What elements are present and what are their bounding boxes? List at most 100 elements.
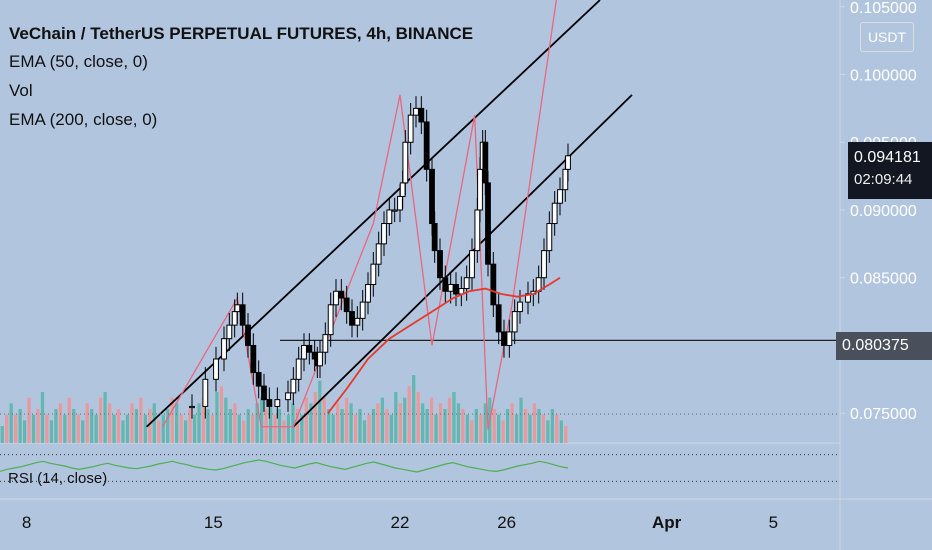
horizontal-level-badge: 0.080375 [836,332,932,360]
candle-body [482,141,489,184]
volume-bar [318,380,322,443]
volume-bar [40,392,45,443]
volume-bar [192,414,197,443]
currency-button[interactable]: USDT [860,22,914,52]
trendline-lower [292,94,633,428]
last-price-value: 0.094181 [854,149,921,166]
volume-bar [300,414,304,443]
volume-bar [497,414,501,443]
ema-line [327,276,561,414]
time-tick-label: 15 [204,513,223,532]
candle-body [231,311,238,326]
rsi-label[interactable]: RSI (14, close) [8,470,108,487]
volume-bar [389,414,393,443]
volume-bar [421,403,425,443]
candle-body [234,304,241,313]
volume-bar [228,409,232,443]
volume-bars [0,375,568,443]
volume-bar [443,409,447,443]
volume-bar [121,420,125,443]
volume-bar [125,414,130,443]
volume-bar [103,392,107,443]
candle-body [517,301,523,313]
candle-body [490,263,497,306]
volume-bar [98,397,103,443]
volume-bar [206,409,210,443]
volume-bar [555,414,559,443]
candle-body [322,334,329,353]
volume-bar [309,403,313,443]
candle-body [397,195,403,211]
candle-body [447,283,454,292]
volume-bar [403,397,407,443]
indicator-ema-200[interactable]: EMA (200, close, 0) [9,110,158,129]
price-tick-label: 0.090000 [850,203,917,220]
bar-countdown: 02:09:44 [854,171,913,188]
candle-body [221,338,227,360]
volume-bar [434,414,438,443]
indicator-ema-50[interactable]: EMA (50, close, 0) [9,52,148,71]
volume-bar [550,409,554,443]
volume-bar [523,409,528,443]
ema-path [327,276,561,414]
volume-bar [130,403,134,443]
volume-bar [76,414,80,443]
candle-body [399,182,406,197]
symbol-title[interactable]: VeChain / TetherUS PERPETUAL FUTURES, 4h… [9,24,474,43]
candle-body [485,182,491,265]
volume-bar [166,409,170,443]
candle-body [202,378,209,407]
candle-body [469,250,475,279]
volume-bar [179,414,183,443]
volume-bar [537,409,541,443]
candle-body [477,168,483,211]
volume-bar [201,397,206,443]
volume-bar [54,409,58,443]
volume-bar [394,392,398,443]
rsi-pane [0,413,840,482]
volume-bar [416,392,420,443]
volume-bar [385,409,389,443]
candle-body [551,202,558,225]
volume-bar [210,414,215,443]
candle-body [306,344,313,353]
indicator-vol[interactable]: Vol [9,81,33,100]
price-tick-label: 0.105000 [850,0,917,17]
volume-bar [456,403,461,443]
volume-bar [505,409,510,443]
volume-bar [528,414,532,443]
volume-bar [90,409,94,443]
candle-body [317,351,323,367]
volume-bar [546,420,550,443]
volume-bar [81,420,85,443]
candle-body [338,290,345,299]
candle-body [375,243,382,265]
candle-body [511,311,518,333]
time-axis[interactable]: 8 15 22 26 Apr 5 [22,513,778,532]
candle-body [359,301,366,319]
candle-body [343,297,350,313]
candle-body [239,304,246,326]
volume-bar [519,397,523,443]
volume-bar [157,420,161,443]
candle-body [386,209,393,225]
volume-bar [465,414,470,443]
volume-bar [425,409,429,443]
chart-legend: VeChain / TetherUS PERPETUAL FUTURES, 4h… [9,24,473,139]
candle-body [226,324,233,340]
candle-body [285,392,291,401]
volume-bar [541,414,546,443]
volume-bar [564,426,568,443]
price-tick-label: 0.075000 [850,406,917,423]
candle-body [349,311,355,326]
candle-body [245,324,251,346]
volume-bar [139,397,143,443]
candle-body [311,351,318,360]
volume-bar [438,403,443,443]
volume-bar [268,403,273,443]
volume-bar [246,409,250,443]
volume-bar [22,420,27,443]
